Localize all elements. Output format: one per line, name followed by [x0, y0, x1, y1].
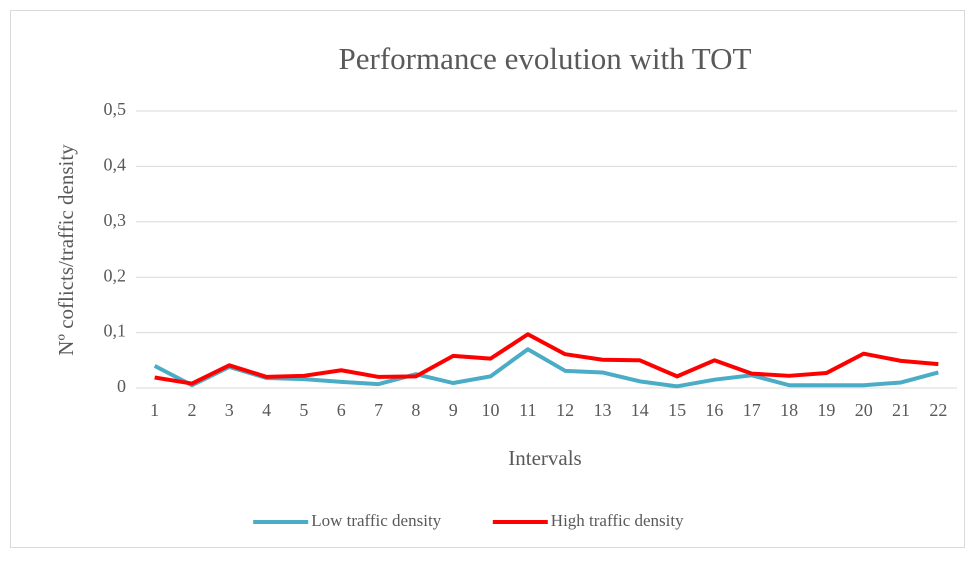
x-tick-label: 18 — [780, 400, 798, 420]
x-tick-label: 8 — [411, 400, 420, 420]
chart-title: Performance evolution with TOT — [339, 41, 752, 76]
x-tick-label: 14 — [631, 400, 649, 420]
x-tick-label: 4 — [262, 400, 271, 420]
x-tick-label: 13 — [593, 400, 611, 420]
y-tick-label: 0,2 — [104, 265, 127, 285]
x-tick-label: 22 — [929, 400, 947, 420]
x-axis-label: Intervals — [508, 446, 581, 470]
y-tick-label: 0,4 — [104, 155, 127, 175]
x-tick-label: 9 — [449, 400, 458, 420]
chart-border — [10, 10, 965, 548]
x-tick-label: 20 — [855, 400, 873, 420]
x-tick-label: 19 — [817, 400, 835, 420]
y-tick-label: 0,3 — [104, 210, 127, 230]
x-tick-label: 7 — [374, 400, 383, 420]
legend-label: High traffic density — [551, 511, 684, 530]
x-tick-label: 10 — [482, 400, 500, 420]
y-axis-label: Nº coflicts/traffic density — [54, 144, 78, 356]
legend-label: Low traffic density — [311, 511, 441, 530]
line-series — [153, 347, 939, 389]
x-tick-label: 6 — [337, 400, 346, 420]
y-tick-label: 0,5 — [104, 99, 127, 119]
x-tick-label: 17 — [743, 400, 761, 420]
x-tick-label: 11 — [519, 400, 536, 420]
x-tick-label: 15 — [668, 400, 686, 420]
x-tick-label: 3 — [225, 400, 234, 420]
x-tick-label: 12 — [556, 400, 574, 420]
x-tick-label: 21 — [892, 400, 910, 420]
x-tick-label: 2 — [187, 400, 196, 420]
y-tick-label: 0 — [117, 376, 126, 396]
x-tick-label: 1 — [150, 400, 159, 420]
y-tick-label: 0,1 — [104, 321, 127, 341]
x-tick-label: 16 — [705, 400, 723, 420]
x-tick-label: 5 — [299, 400, 308, 420]
line-series — [154, 332, 939, 386]
